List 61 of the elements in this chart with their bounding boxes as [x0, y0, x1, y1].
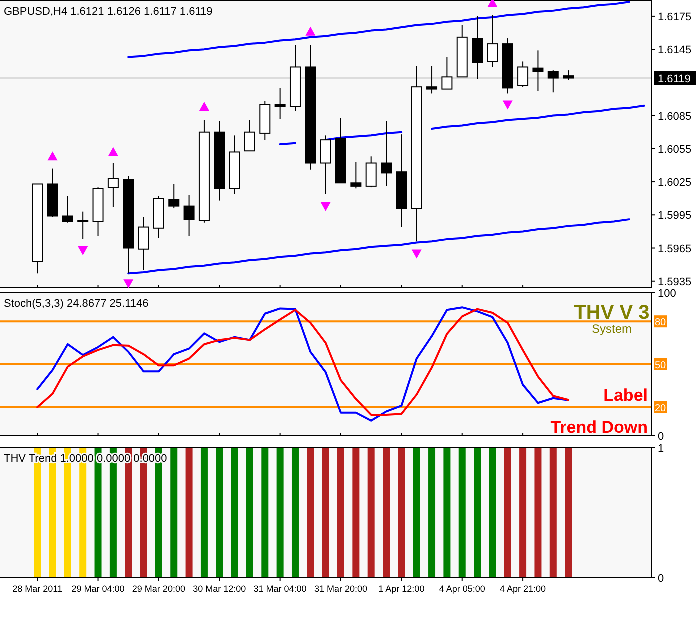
ref-line-label: 20: [655, 403, 667, 414]
candlestick: [518, 61, 529, 88]
ref-line-label: 1.6119: [658, 73, 691, 86]
annotation: System: [592, 322, 632, 336]
y-tick-label: 1.6055: [658, 144, 692, 156]
y-tick-label: 1.6085: [658, 110, 692, 123]
y-tick-label: 100: [658, 288, 676, 300]
point: [488, 0, 498, 8]
candlestick: [168, 184, 180, 210]
candlestick: [78, 211, 89, 240]
y-tick-label: 1.5965: [658, 243, 692, 256]
candlestick: [442, 56, 453, 90]
point: [48, 152, 58, 161]
y-tick-label: 0: [658, 573, 664, 585]
x-tick-label: 31 Mar 04:00: [254, 584, 307, 594]
candlestick: [426, 66, 438, 94]
candlestick: [487, 14, 498, 68]
x-tick-label: 28 Mar 2011: [12, 584, 63, 594]
ref-line-label: 50: [655, 360, 667, 372]
point: [502, 100, 513, 110]
ref-line-label: 80: [655, 318, 667, 329]
point: [78, 246, 88, 256]
y-tick-label: 0: [658, 431, 664, 443]
point: [412, 250, 422, 259]
candlestick: [244, 120, 256, 152]
y-tick-label: 1.5935: [658, 276, 692, 288]
x-tick-label: 1 Apr 12:00: [378, 584, 425, 594]
candlestick: [62, 196, 74, 224]
y-tick-label: 1: [658, 443, 664, 455]
chart-title: GBPUSD,H4 1.6121 1.6126 1.6117 1.6119: [4, 6, 213, 18]
annotation: Label: [604, 386, 648, 405]
y-tick-label: 1.6025: [658, 177, 692, 190]
point: [306, 26, 316, 36]
annotation: THV V 3: [574, 302, 650, 324]
x-tick-label: 29 Mar 20:00: [132, 584, 186, 594]
candlestick: [548, 70, 559, 94]
y-tick-label: 1.6175: [658, 11, 692, 24]
candlestick: [184, 194, 195, 237]
chart-title: Stoch(5,3,3) 24.8677 25.1146: [4, 298, 149, 310]
x-tick-label: 31 Mar 20:00: [314, 584, 368, 594]
point: [124, 280, 134, 289]
annotation: Trend Down: [550, 418, 648, 437]
y-tick-label: 1.6145: [658, 44, 692, 57]
candlestick: [350, 162, 362, 190]
candlestick: [532, 50, 544, 92]
candlestick: [274, 88, 286, 120]
candlestick: [563, 70, 574, 81]
candlestick: [108, 162, 119, 208]
x-tick-label: 4 Apr 21:00: [500, 584, 546, 594]
candlestick: [320, 135, 332, 195]
candlestick: [138, 216, 150, 271]
y-tick-label: 1.5995: [658, 210, 692, 222]
x-tick-label: 4 Apr 05:00: [439, 584, 486, 594]
x-tick-label: 29 Mar 04:00: [72, 584, 125, 594]
point: [320, 202, 331, 212]
candlestick: [366, 156, 377, 188]
line-series: [128, 218, 630, 275]
point: [199, 102, 210, 111]
x-tick-label: 30 Mar 12:00: [193, 584, 246, 594]
candlestick: [381, 120, 392, 187]
point: [108, 147, 118, 156]
